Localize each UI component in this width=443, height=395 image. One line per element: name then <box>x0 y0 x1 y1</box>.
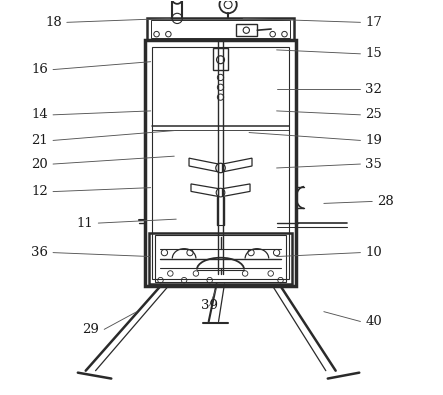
Text: 39: 39 <box>201 299 218 312</box>
Text: 15: 15 <box>365 47 382 60</box>
Text: 11: 11 <box>77 216 93 229</box>
Text: 16: 16 <box>31 63 48 76</box>
Text: 40: 40 <box>365 315 382 328</box>
Text: 17: 17 <box>365 16 382 29</box>
Bar <box>145 40 296 286</box>
Bar <box>152 47 289 279</box>
Bar <box>236 24 257 36</box>
Text: 25: 25 <box>365 108 382 121</box>
Text: 14: 14 <box>31 108 48 121</box>
Text: 12: 12 <box>31 185 48 198</box>
Text: 21: 21 <box>31 134 48 147</box>
Bar <box>151 21 290 38</box>
Text: 32: 32 <box>365 83 382 96</box>
Text: 10: 10 <box>365 246 382 259</box>
Bar <box>214 48 228 70</box>
Text: 19: 19 <box>365 134 382 147</box>
Bar <box>149 233 292 284</box>
Text: 29: 29 <box>82 323 100 336</box>
Bar <box>147 19 294 40</box>
Text: 20: 20 <box>31 158 48 171</box>
Text: 28: 28 <box>377 195 394 208</box>
Text: 18: 18 <box>45 16 62 29</box>
Text: 36: 36 <box>31 246 48 259</box>
Text: 35: 35 <box>365 158 382 171</box>
Bar <box>155 235 287 282</box>
